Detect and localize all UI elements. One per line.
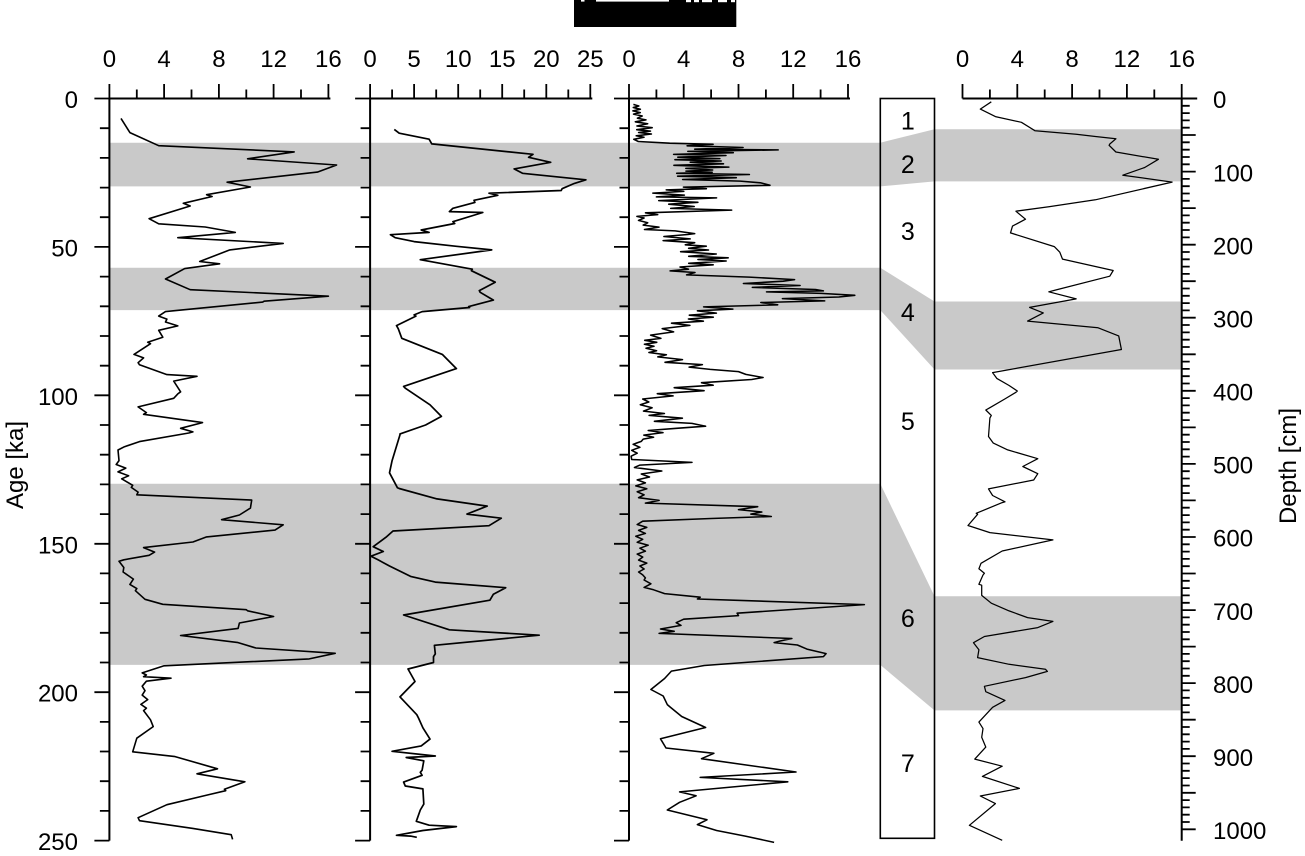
svg-text:12: 12: [260, 46, 287, 73]
svg-text:6: 6: [901, 605, 915, 633]
svg-text:500: 500: [1213, 453, 1253, 480]
svg-text:16: 16: [1168, 46, 1195, 73]
svg-text:1: 1: [901, 108, 915, 136]
svg-text:100: 100: [38, 384, 78, 411]
svg-text:2: 2: [901, 151, 915, 179]
svg-text:900: 900: [1213, 745, 1253, 772]
svg-text:16: 16: [835, 46, 862, 73]
svg-text:25: 25: [577, 46, 604, 73]
svg-text:3: 3: [901, 218, 915, 246]
svg-text:400: 400: [1213, 380, 1253, 407]
svg-text:200: 200: [38, 681, 78, 708]
svg-text:20: 20: [533, 46, 560, 73]
svg-text:4: 4: [677, 46, 690, 73]
svg-text:12: 12: [780, 46, 807, 73]
svg-text:250: 250: [38, 829, 78, 856]
svg-text:1000: 1000: [1213, 818, 1266, 845]
svg-text:7: 7: [901, 750, 915, 778]
svg-text:Depth [cm]: Depth [cm]: [1275, 408, 1302, 524]
svg-text:4: 4: [157, 46, 170, 73]
svg-text:0: 0: [363, 46, 376, 73]
svg-text:4: 4: [1011, 46, 1024, 73]
svg-text:800: 800: [1213, 672, 1253, 699]
svg-text:100: 100: [1213, 160, 1253, 187]
svg-text:8: 8: [1065, 46, 1078, 73]
svg-text:150: 150: [38, 532, 78, 559]
svg-text:600: 600: [1213, 526, 1253, 553]
svg-text:200: 200: [1213, 233, 1253, 260]
svg-text:0: 0: [956, 46, 969, 73]
svg-text:16: 16: [315, 46, 342, 73]
svg-text:4: 4: [901, 299, 915, 327]
svg-text:0: 0: [65, 87, 78, 114]
svg-text:12: 12: [1114, 46, 1141, 73]
svg-text:10: 10: [445, 46, 472, 73]
svg-text:Age [ka]: Age [ka]: [2, 421, 29, 509]
svg-text:300: 300: [1213, 306, 1253, 333]
svg-text:5: 5: [407, 46, 420, 73]
svg-text:5: 5: [901, 408, 915, 436]
svg-text:15: 15: [489, 46, 516, 73]
svg-text:0: 0: [103, 46, 116, 73]
svg-text:8: 8: [732, 46, 745, 73]
svg-text:8: 8: [212, 46, 225, 73]
svg-text:0: 0: [622, 46, 635, 73]
svg-text:0: 0: [1213, 87, 1226, 114]
svg-text:700: 700: [1213, 599, 1253, 626]
svg-text:50: 50: [51, 235, 78, 262]
